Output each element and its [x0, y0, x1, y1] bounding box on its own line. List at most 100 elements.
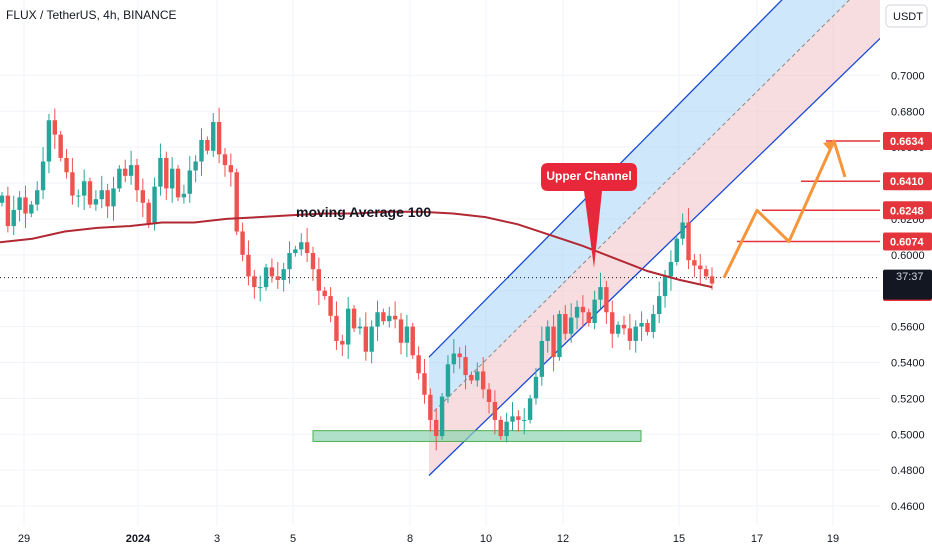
candle-body [304, 242, 310, 254]
candle-body [29, 204, 34, 214]
candle-body [140, 190, 146, 203]
candle-body [592, 299, 597, 323]
projection-arrow [722, 139, 847, 279]
candle-body [117, 168, 122, 189]
candle-body [645, 323, 650, 332]
candle-body [539, 340, 545, 377]
candle-body [357, 326, 363, 329]
candle-body [375, 312, 380, 327]
candle-body [222, 154, 228, 166]
candle-body [457, 353, 462, 358]
candle-body [175, 168, 181, 198]
candle-body [35, 190, 40, 205]
candle-body [516, 416, 521, 420]
candle-body [434, 419, 439, 437]
price-tick-label: 0.6800 [891, 106, 925, 118]
candle-body [486, 389, 492, 402]
candle-body [345, 308, 351, 345]
projection-arrowhead [823, 141, 834, 152]
candle-body [281, 269, 286, 280]
candle-body [187, 170, 192, 194]
candle-body [557, 314, 562, 358]
candle-body [668, 261, 674, 277]
candle-body [639, 323, 644, 327]
price-tick-label: 0.5400 [891, 357, 925, 369]
currency-button-label: USDT [893, 11, 923, 23]
price-tick-label: 0.6000 [891, 250, 925, 262]
candle-body [381, 312, 386, 322]
candle-body [674, 238, 679, 262]
candle-body [257, 287, 263, 289]
candle-body [615, 324, 621, 334]
candle-body [604, 287, 609, 313]
price-tag [883, 132, 932, 151]
currency-button[interactable]: USDT [885, 4, 928, 28]
candle-body [416, 355, 421, 374]
candle-body [480, 371, 486, 390]
candle-body [598, 287, 603, 300]
candle-body [428, 394, 433, 420]
candle-body [128, 165, 134, 176]
candle-body [680, 222, 685, 239]
candle-body [439, 396, 445, 437]
candle-body [522, 419, 527, 421]
candle-body [574, 306, 580, 318]
candle-body [527, 398, 533, 420]
candle-body [252, 276, 257, 288]
price-tag-value: 0.6634 [890, 136, 925, 148]
time-tick-label: 3 [214, 533, 220, 545]
candle-body [709, 276, 715, 284]
candle-body [46, 120, 52, 162]
candle-body [93, 199, 99, 205]
candle-body [293, 249, 298, 254]
candle-body [240, 231, 245, 255]
candle-body [498, 419, 503, 437]
candle-body [322, 290, 327, 297]
chart-title: FLUX / TetherUS, 4h, BINANCE [6, 8, 177, 22]
candle-body [703, 269, 709, 277]
target-level-lines [737, 140, 880, 243]
candle-body [0, 195, 5, 203]
candle-body [363, 326, 369, 352]
candle-body [551, 326, 556, 358]
candle-body [404, 326, 410, 343]
price-scale[interactable] [880, 0, 932, 526]
candle-body [334, 315, 339, 341]
candle-body [40, 161, 46, 191]
candle-countdown: 37:37 [896, 271, 924, 283]
candle-body [158, 157, 163, 187]
candle-body [269, 267, 275, 277]
candle-body [169, 168, 175, 189]
price-tag [883, 172, 932, 191]
candle-body [181, 193, 187, 198]
candle-body [533, 376, 539, 399]
time-tick-label: 5 [290, 533, 296, 545]
candlestick-series [0, 107, 715, 451]
candle-body [580, 306, 586, 313]
candle-body [627, 328, 633, 341]
time-scale[interactable] [0, 526, 932, 550]
price-tag-value: 0.6410 [890, 176, 924, 188]
candle-body [422, 373, 427, 395]
candle-body [398, 319, 404, 343]
candle-body [563, 314, 568, 334]
upper-channel-callout: Upper Channel [541, 163, 637, 268]
candle-body [228, 165, 234, 173]
candle-body [275, 276, 280, 280]
channel-mid-line [428, 0, 851, 417]
candle-body [545, 326, 550, 341]
candle-body [23, 197, 28, 214]
candle-body [387, 315, 392, 322]
moving-average-label: moving Average 100 [296, 204, 431, 220]
candle-body [410, 326, 415, 356]
candle-body [146, 202, 151, 225]
channel-lower-line [428, 36, 883, 476]
candle-body [340, 340, 345, 345]
current-price-value: 0.5873 [890, 258, 924, 270]
candle-body [586, 312, 591, 323]
candle-body [651, 314, 656, 332]
price-tick-label: 0.5200 [891, 393, 925, 405]
candle-body [568, 317, 574, 334]
time-tick-label: 8 [407, 533, 413, 545]
